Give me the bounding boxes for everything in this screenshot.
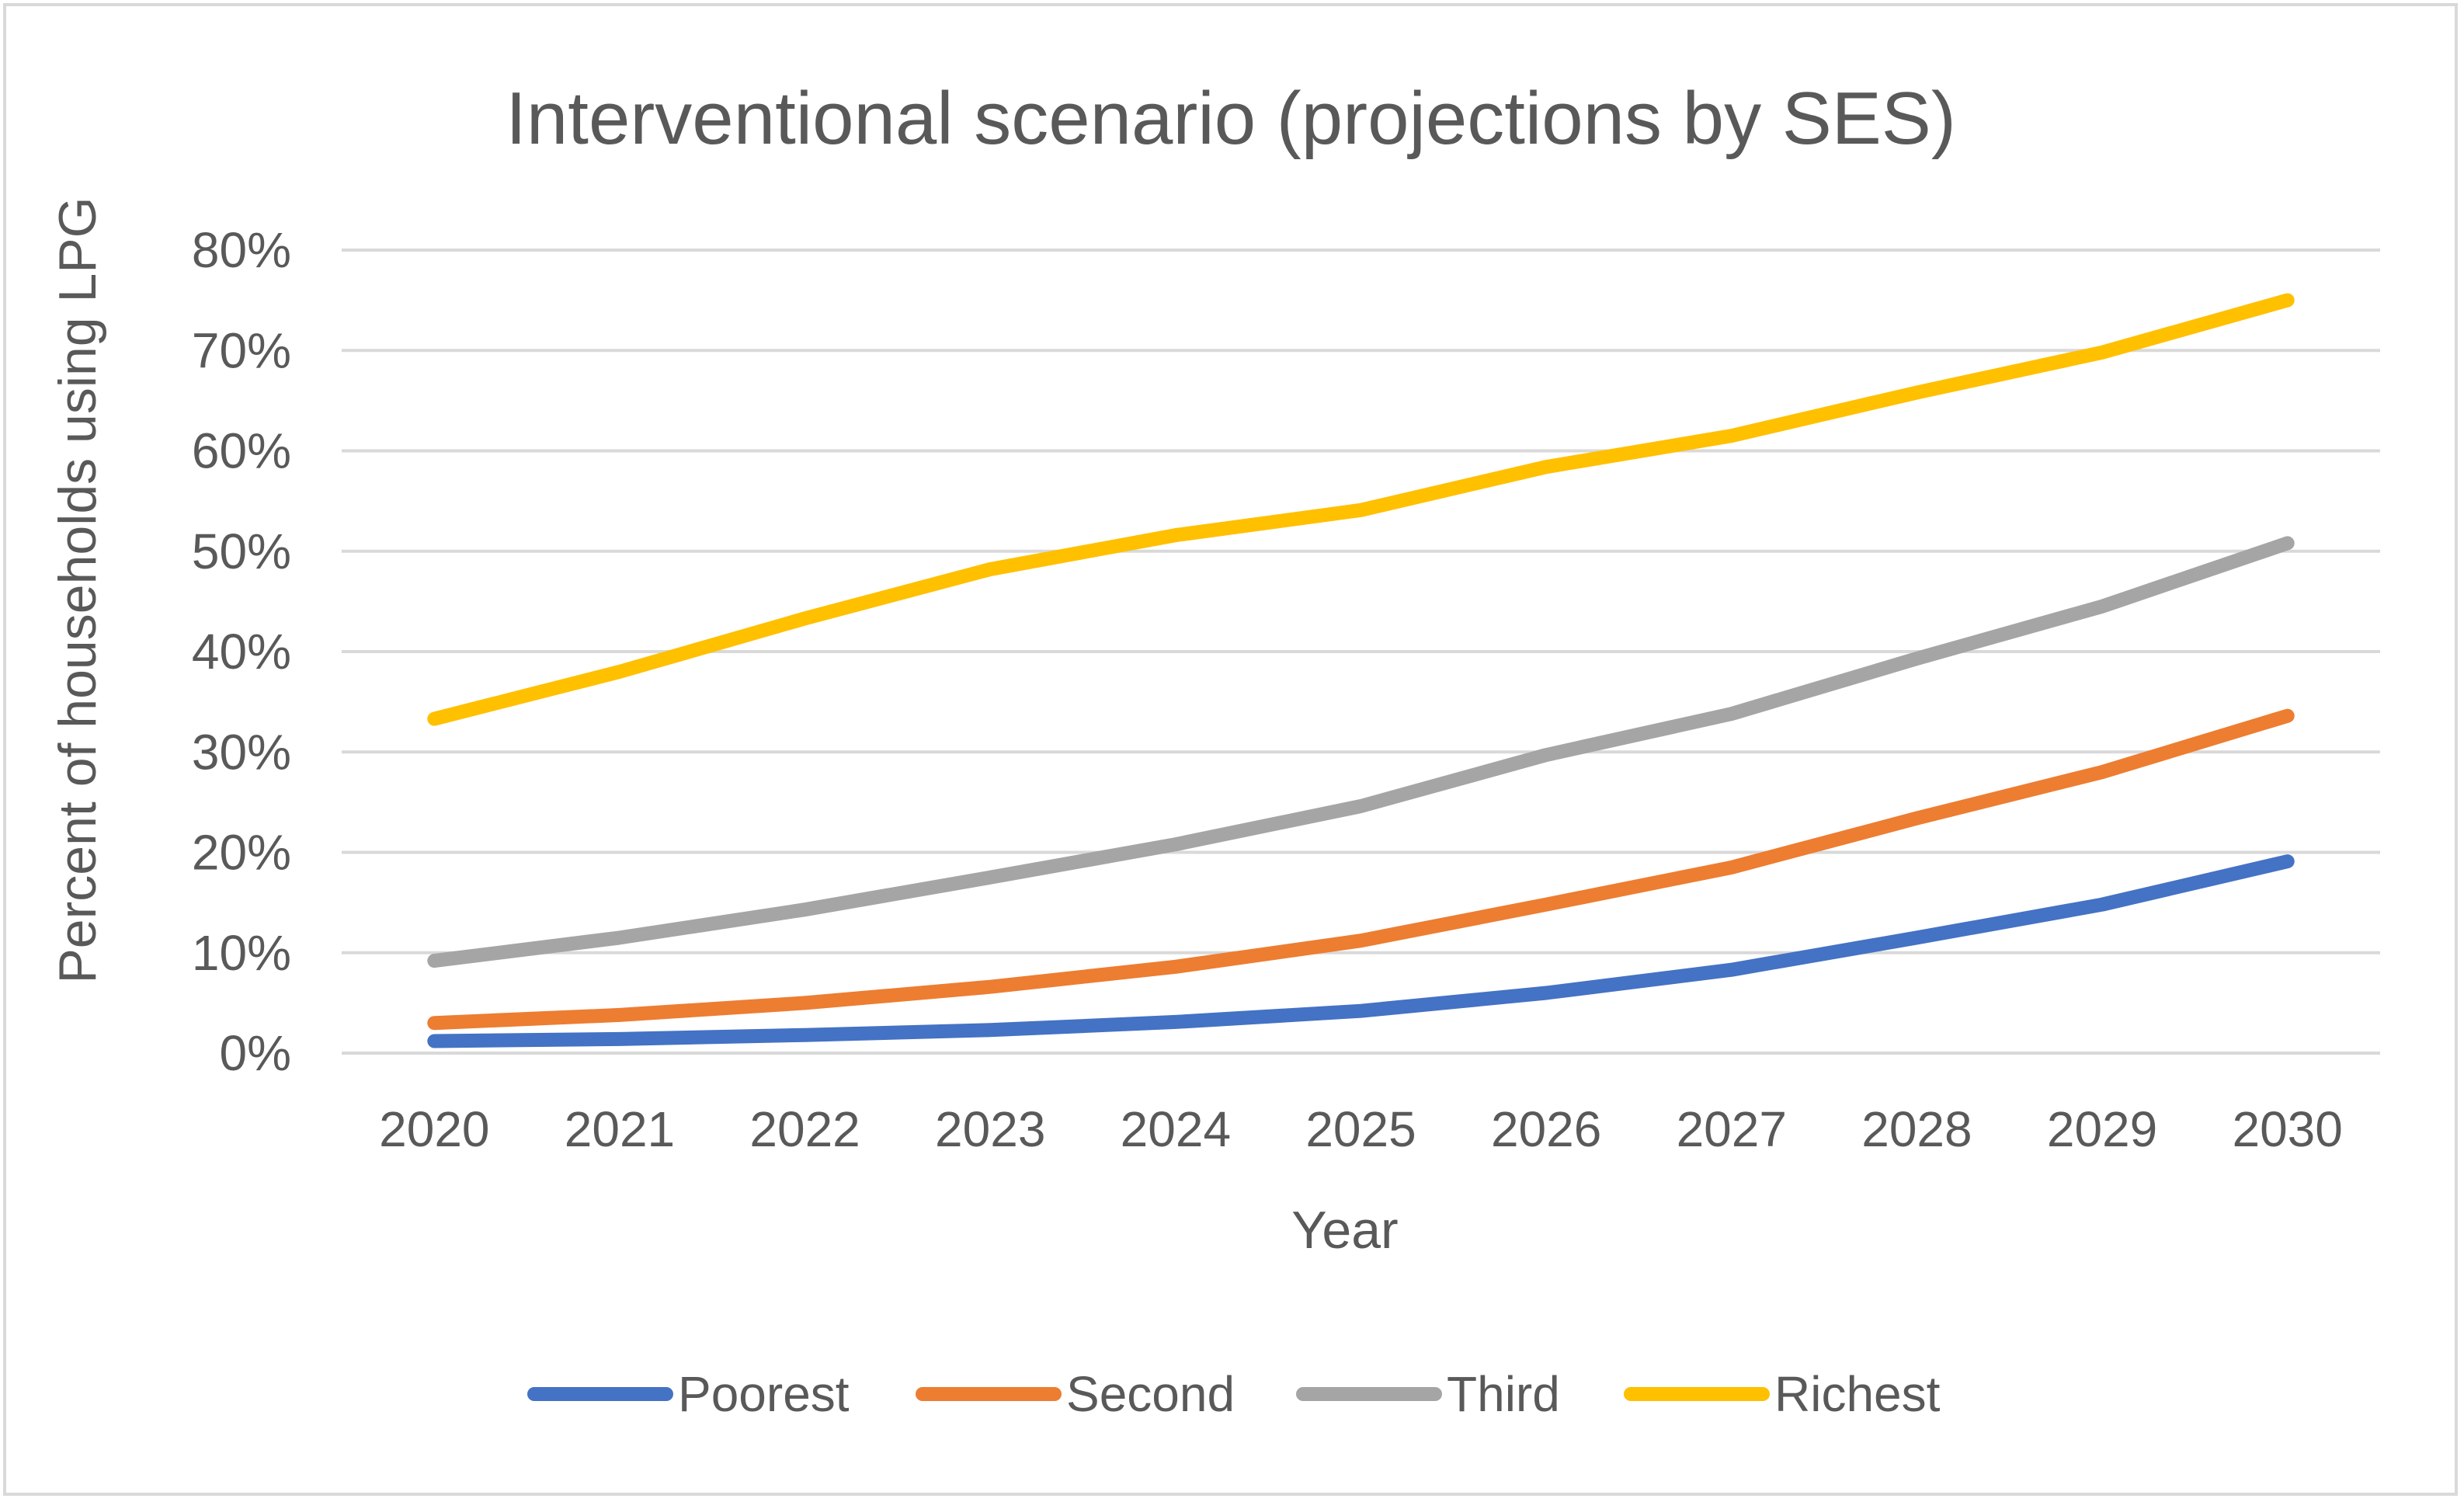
- x-tick-label: 2023: [935, 1101, 1045, 1157]
- x-tick-label: 2021: [565, 1101, 675, 1157]
- y-tick-label: 80%: [192, 222, 291, 278]
- y-axis-ticks: 0% 10% 20% 30% 40% 50% 60% 70% 80%: [192, 222, 291, 1081]
- y-tick-label: 40%: [192, 624, 291, 680]
- y-tick-label: 20%: [192, 825, 291, 881]
- x-tick-label: 2026: [1491, 1101, 1601, 1157]
- legend-label-second: Second: [1066, 1366, 1235, 1422]
- legend-label-richest: Richest: [1774, 1366, 1941, 1422]
- y-tick-label: 50%: [192, 523, 291, 579]
- y-tick-label: 60%: [192, 423, 291, 479]
- gridlines: [342, 249, 2380, 1055]
- x-tick-label: 2025: [1305, 1101, 1416, 1157]
- x-axis-title: Year: [1291, 1201, 1398, 1260]
- legend: Poorest Second Third Richest: [527, 1366, 1941, 1422]
- chart-frame: [3, 3, 2458, 1496]
- chart-title: Interventional scenario (projections by …: [506, 77, 1956, 160]
- x-tick-label: 2027: [1677, 1101, 1787, 1157]
- y-tick-label: 30%: [192, 724, 291, 780]
- x-tick-label: 2030: [2232, 1101, 2342, 1157]
- x-tick-label: 2022: [749, 1101, 860, 1157]
- legend-label-poorest: Poorest: [678, 1366, 850, 1422]
- x-axis-ticks: 2020 2021 2022 2023 2024 2025 2026 2027 2028 2029…: [379, 1101, 2343, 1157]
- series-line-richest: [427, 293, 2295, 726]
- x-tick-label: 2028: [1861, 1101, 1972, 1157]
- y-axis-title: Percent of households using LPG: [48, 196, 107, 983]
- series-lines: [427, 293, 2295, 1048]
- series-line-second: [427, 708, 2295, 1031]
- y-tick-label: 10%: [192, 925, 291, 981]
- y-tick-label: 0%: [220, 1025, 292, 1081]
- x-tick-label: 2020: [379, 1101, 489, 1157]
- legend-label-third: Third: [1447, 1366, 1560, 1422]
- y-tick-label: 70%: [192, 322, 291, 378]
- x-tick-label: 2029: [2047, 1101, 2157, 1157]
- x-tick-label: 2024: [1121, 1101, 1231, 1157]
